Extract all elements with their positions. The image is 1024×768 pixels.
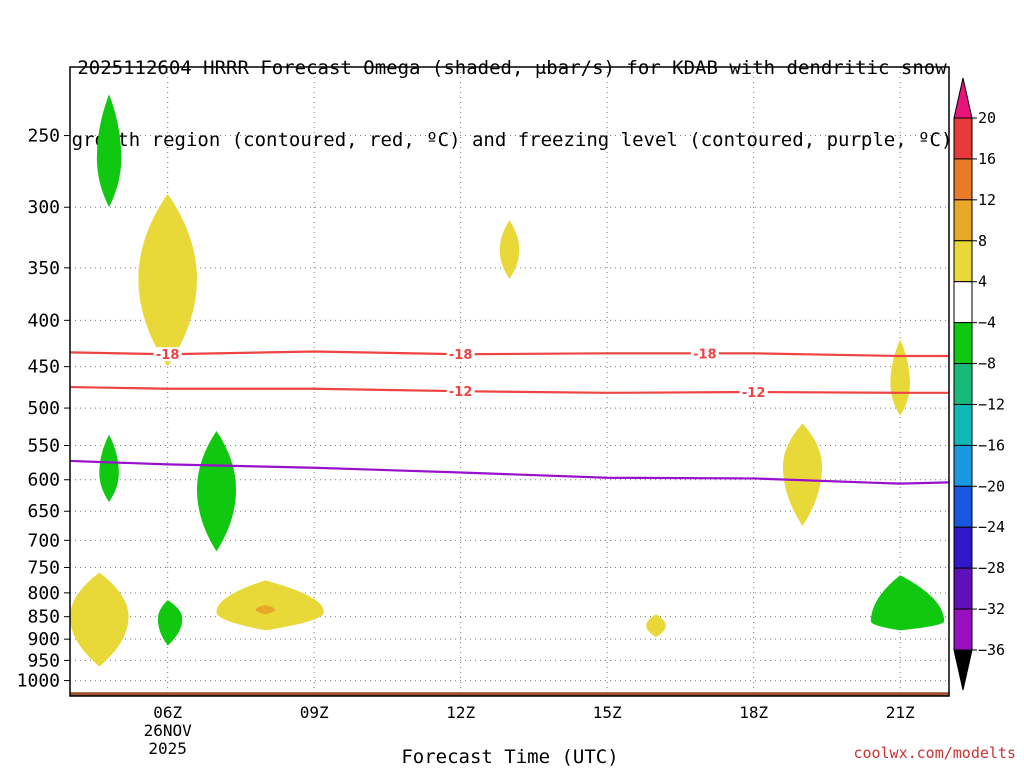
y-tick-label: 700 [27, 530, 60, 551]
omega-region-orange [255, 604, 276, 615]
plot-frame [69, 66, 950, 697]
colorbar-bin [953, 363, 973, 405]
colorbar-label: 8 [978, 232, 987, 250]
x-tick-label: 09Z [300, 703, 329, 722]
colorbar-label: 4 [978, 273, 987, 291]
contour-label: -18 [449, 348, 473, 363]
contour-label-bg [690, 346, 719, 361]
x-axis-label: Forecast Time (UTC) [401, 746, 619, 768]
y-tick-label: 300 [27, 197, 60, 218]
y-tick-label: 250 [27, 126, 60, 147]
contour-line-minus12 [69, 385, 949, 394]
colorbar-label: 20 [978, 109, 996, 127]
colorbar-bin [953, 240, 973, 283]
title-line-1: 2025112604 HRRR Forecast Omega (shaded, … [77, 57, 947, 79]
omega-region-green [99, 434, 119, 503]
contour-label: -12 [742, 386, 766, 401]
y-tick-label: 800 [27, 583, 60, 604]
contour-label-bg [153, 347, 182, 362]
colorbar-bin [953, 322, 973, 365]
colorbar-bin [953, 567, 973, 610]
x-tick-label: 21Z [886, 703, 915, 722]
colorbar-bin [953, 158, 973, 201]
colorbar-bin [953, 403, 973, 446]
y-tick-label: 650 [27, 501, 60, 522]
colorbar-label: −4 [978, 314, 996, 332]
terrain-strip [70, 692, 949, 696]
y-tick-label: 850 [27, 607, 60, 628]
contour-label: -18 [156, 348, 180, 363]
y-tick-label: 750 [27, 557, 60, 578]
colorbar-label: −16 [978, 436, 1005, 454]
x-tick-label: 12Z [446, 703, 475, 722]
x-tick-label: 15Z [593, 703, 622, 722]
x-tick-year: 2025 [148, 739, 187, 758]
omega-region-green [870, 575, 945, 631]
omega-region-green [96, 94, 122, 208]
omega-region-green [196, 430, 237, 552]
colorbar-label: −8 [978, 355, 996, 373]
colorbar-label: 12 [978, 191, 996, 209]
y-tick-label: 1000 [17, 671, 60, 692]
colorbar-bottom-arrow [953, 649, 973, 691]
plot-area: -18 -18 -18 -12 -12 250 300 350 400 450 500 550 600 6… [17, 66, 950, 758]
contour-label-bg [446, 347, 475, 362]
contour-label: -12 [449, 385, 473, 400]
colorbar-label: −12 [978, 395, 1005, 413]
omega-region-yellow [646, 614, 666, 637]
y-tick-label: 950 [27, 650, 60, 671]
colorbar-label: −32 [978, 600, 1005, 618]
y-tick-label: 400 [27, 310, 60, 331]
y-tick-label: 500 [27, 398, 60, 419]
colorbar-top-arrow [953, 77, 973, 119]
colorbar-bin [953, 526, 973, 569]
colorbar-bin [953, 117, 973, 160]
y-tick-label: 350 [27, 258, 60, 279]
omega-region-green [157, 600, 183, 646]
colorbar-bin [953, 444, 973, 487]
colorbar-bin [953, 199, 973, 242]
x-tick-date: 26NOV [144, 721, 193, 740]
colorbar-bin [953, 608, 973, 651]
contour-label: -18 [693, 347, 717, 362]
omega-region-yellow [70, 572, 129, 667]
y-tick-label: 600 [27, 470, 60, 491]
credit-text: coolwx.com/modelts [853, 744, 1016, 762]
colorbar-label: −20 [978, 477, 1005, 495]
omega-region-yellow [216, 580, 324, 631]
y-tick-label: 900 [27, 629, 60, 650]
colorbar-label: −28 [978, 559, 1005, 577]
y-tick-label: 450 [27, 357, 60, 378]
contour-line-0 [69, 459, 950, 485]
x-tick-label: 18Z [739, 703, 768, 722]
colorbar: 20 16 12 8 4 −4 −8 −12 −16 −20 −24 −28 −32 −36 [953, 77, 1005, 691]
title-line-2: growth region (contoured, red, ºC) and f… [71, 129, 953, 151]
contour-line-minus18 [69, 350, 949, 358]
colorbar-label: −24 [978, 518, 1005, 536]
x-tick-label: 06Z [153, 703, 182, 722]
chart-title: 2025112604 HRRR Forecast Omega (shaded, … [0, 8, 1024, 176]
omega-region-yellow [782, 423, 823, 527]
colorbar-label: −36 [978, 641, 1005, 659]
colorbar-bin [953, 485, 973, 528]
contour-label-bg [739, 385, 768, 400]
omega-region-yellow [890, 339, 910, 416]
omega-region-yellow [138, 193, 197, 367]
omega-region-yellow [499, 220, 520, 279]
colorbar-bin [953, 281, 973, 324]
contour-label-bg [446, 384, 475, 399]
y-tick-label: 550 [27, 436, 60, 457]
colorbar-label: 16 [978, 150, 996, 168]
